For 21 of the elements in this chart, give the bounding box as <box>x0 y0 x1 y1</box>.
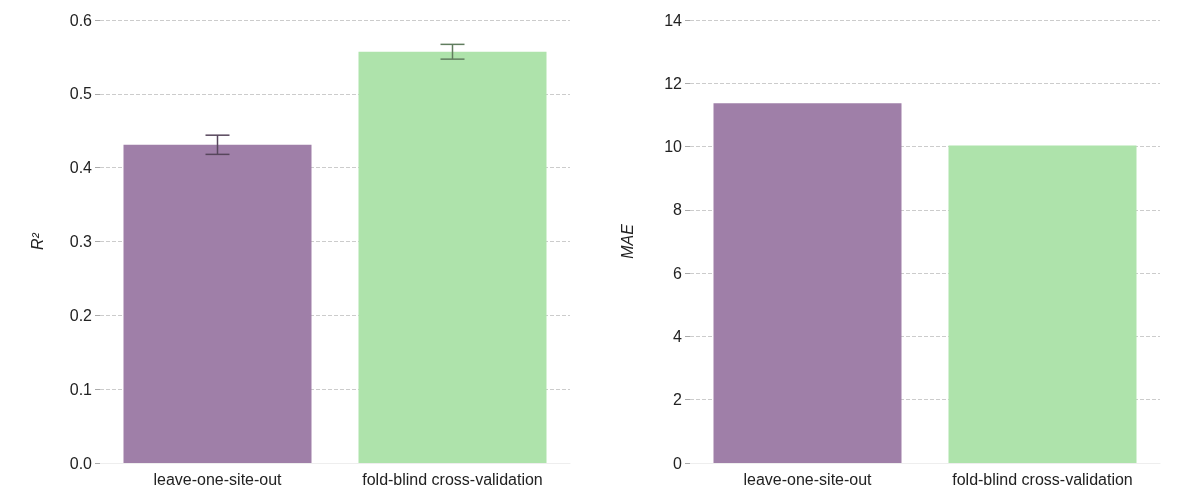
y-tick-label: 10 <box>664 138 683 156</box>
y-tick-label: 0.6 <box>69 11 93 29</box>
x-tick-label: leave-one-site-out <box>743 470 873 488</box>
y-axis-title: R² <box>28 232 46 250</box>
y-tick-label: 0.2 <box>69 306 93 324</box>
y-tick-label: 14 <box>664 11 683 29</box>
y-tick-label: 0.4 <box>69 159 93 177</box>
x-tick-label: leave-one-site-out <box>153 470 283 488</box>
x-tick-label: fold-blind cross-validation <box>362 470 543 488</box>
x-tick-label: fold-blind cross-validation <box>952 470 1133 488</box>
y-axis-title: MAE <box>618 223 636 259</box>
y-tick-label: 6 <box>673 264 683 282</box>
y-tick-label: 0.1 <box>69 380 93 398</box>
y-tick-label: 2 <box>673 391 683 409</box>
y-tick-label: 4 <box>673 327 683 345</box>
y-tick-label: 0.0 <box>69 454 93 472</box>
y-tick-label: 0.5 <box>69 85 93 103</box>
y-tick-label: 8 <box>673 201 683 219</box>
y-tick-label: 0.3 <box>69 233 93 250</box>
y-tick-label: 0 <box>673 454 683 472</box>
y-tick-label: 12 <box>664 74 683 92</box>
